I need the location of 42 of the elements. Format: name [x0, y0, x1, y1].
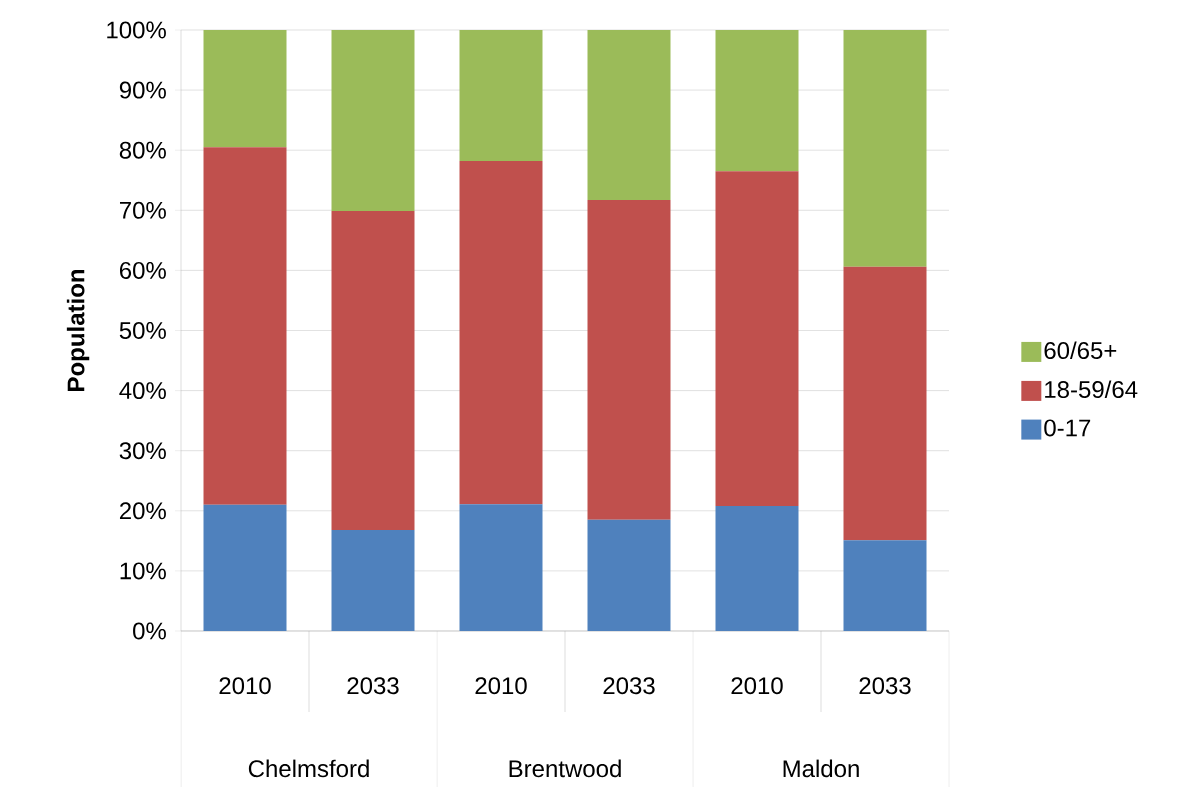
bar: [587, 199, 671, 520]
bar: [843, 266, 927, 541]
x-tick-label: 2033: [603, 677, 655, 695]
bar: [459, 504, 543, 631]
text: Brentwood: [509, 759, 621, 778]
bar: [843, 29, 927, 267]
y-tick-label: 50%: [119, 321, 166, 339]
y-tick-label: 90%: [119, 81, 166, 99]
y-tick-label: 40%: [119, 382, 166, 399]
y-axis-title: Population: [66, 269, 90, 391]
text: Chelmsford: [248, 759, 369, 778]
bar: [715, 171, 799, 506]
y-tick-label: 70%: [119, 201, 166, 219]
text: Maldon: [783, 759, 859, 778]
legend-label: 18-59/64: [1045, 380, 1138, 398]
y-tick-label: 10%: [120, 562, 166, 580]
bar: [203, 147, 287, 505]
bar: [331, 210, 415, 530]
y-tick-label: 20%: [119, 502, 166, 520]
bar: [587, 29, 671, 200]
bar: [843, 540, 927, 631]
bar: [459, 29, 543, 161]
x-tick-label: 2033: [859, 677, 911, 695]
bar: [203, 504, 287, 631]
y-tick-label: 80%: [119, 141, 166, 159]
bar: [715, 505, 799, 631]
legend-label: 0-17: [1044, 419, 1091, 437]
x-tick-label: 2033: [347, 677, 399, 695]
legend-label: 60/65+: [1044, 341, 1117, 359]
y-tick-label: 100%: [107, 21, 166, 39]
y-tick-label: 60%: [119, 261, 166, 279]
bar: [331, 29, 415, 211]
bar: [459, 160, 543, 505]
x-tick-label: 2010: [475, 677, 527, 695]
bar: [331, 529, 415, 631]
bar: [203, 29, 287, 148]
bar: [587, 519, 671, 631]
y-tick-label: 30%: [119, 442, 166, 460]
bar: [715, 29, 799, 172]
x-tick-label: 2010: [731, 677, 783, 695]
y-tick-label: 0%: [133, 622, 166, 640]
x-tick-label: 2010: [219, 677, 271, 695]
